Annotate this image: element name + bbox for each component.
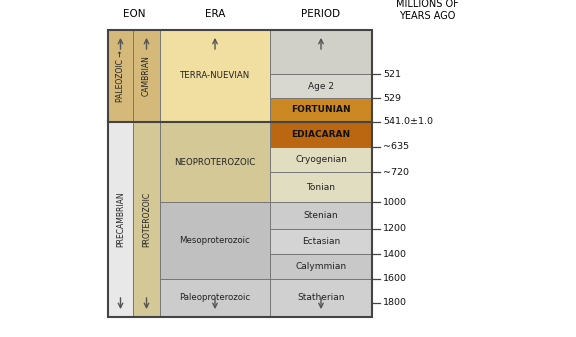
Bar (270, 228, 372, 254)
Text: Calymmian: Calymmian (295, 262, 347, 271)
Bar (270, 279, 372, 317)
Text: 541.0±1.0: 541.0±1.0 (383, 117, 433, 126)
Bar (160, 122, 270, 202)
Text: MILLIONS OF
YEARS AGO: MILLIONS OF YEARS AGO (396, 0, 458, 21)
Text: ERA: ERA (205, 9, 225, 19)
Text: Mesoproterozoic: Mesoproterozoic (180, 236, 251, 245)
Bar (133, 30, 160, 122)
Text: 529: 529 (383, 94, 401, 102)
Text: PROTEROZOIC: PROTEROZOIC (142, 192, 151, 247)
Bar (160, 30, 270, 122)
Bar (160, 202, 270, 279)
Text: 1000: 1000 (383, 198, 407, 207)
Text: FORTUNIAN: FORTUNIAN (291, 105, 351, 115)
Text: 1400: 1400 (383, 250, 407, 259)
Text: TERRA-NUEVIAN: TERRA-NUEVIAN (180, 71, 250, 81)
Text: Statherian: Statherian (297, 294, 345, 302)
Text: Cryogenian: Cryogenian (295, 155, 347, 164)
Bar (270, 202, 372, 228)
Text: 1800: 1800 (383, 298, 407, 307)
Bar (108, 30, 133, 122)
Text: Stenian: Stenian (304, 211, 338, 220)
Bar (133, 122, 160, 317)
Text: ~720: ~720 (383, 167, 409, 177)
Text: PALEOZOIC →: PALEOZOIC → (116, 50, 125, 102)
Bar (108, 122, 133, 317)
Text: 521: 521 (383, 70, 401, 79)
Text: PRECAMBRIAN: PRECAMBRIAN (116, 192, 125, 247)
Text: NEOPROTEROZOIC: NEOPROTEROZOIC (175, 157, 256, 166)
Text: Paleoproterozoic: Paleoproterozoic (180, 294, 251, 302)
Bar (270, 122, 372, 147)
Bar (270, 98, 372, 122)
Bar (108, 30, 372, 317)
Bar (270, 30, 372, 74)
Text: EDIACARAN: EDIACARAN (291, 130, 351, 139)
Text: 1200: 1200 (383, 224, 407, 233)
Text: PERIOD: PERIOD (301, 9, 340, 19)
Text: Ectasian: Ectasian (302, 237, 340, 246)
Text: Age 2: Age 2 (308, 82, 334, 91)
Bar (160, 279, 270, 317)
Bar (270, 74, 372, 98)
Bar (270, 147, 372, 172)
Text: 1600: 1600 (383, 274, 407, 283)
Text: ~635: ~635 (383, 142, 409, 151)
Text: Tonian: Tonian (306, 183, 335, 192)
Bar (270, 172, 372, 202)
Text: CAMBRIAN: CAMBRIAN (142, 56, 151, 96)
Bar (270, 254, 372, 279)
Text: EON: EON (123, 9, 145, 19)
